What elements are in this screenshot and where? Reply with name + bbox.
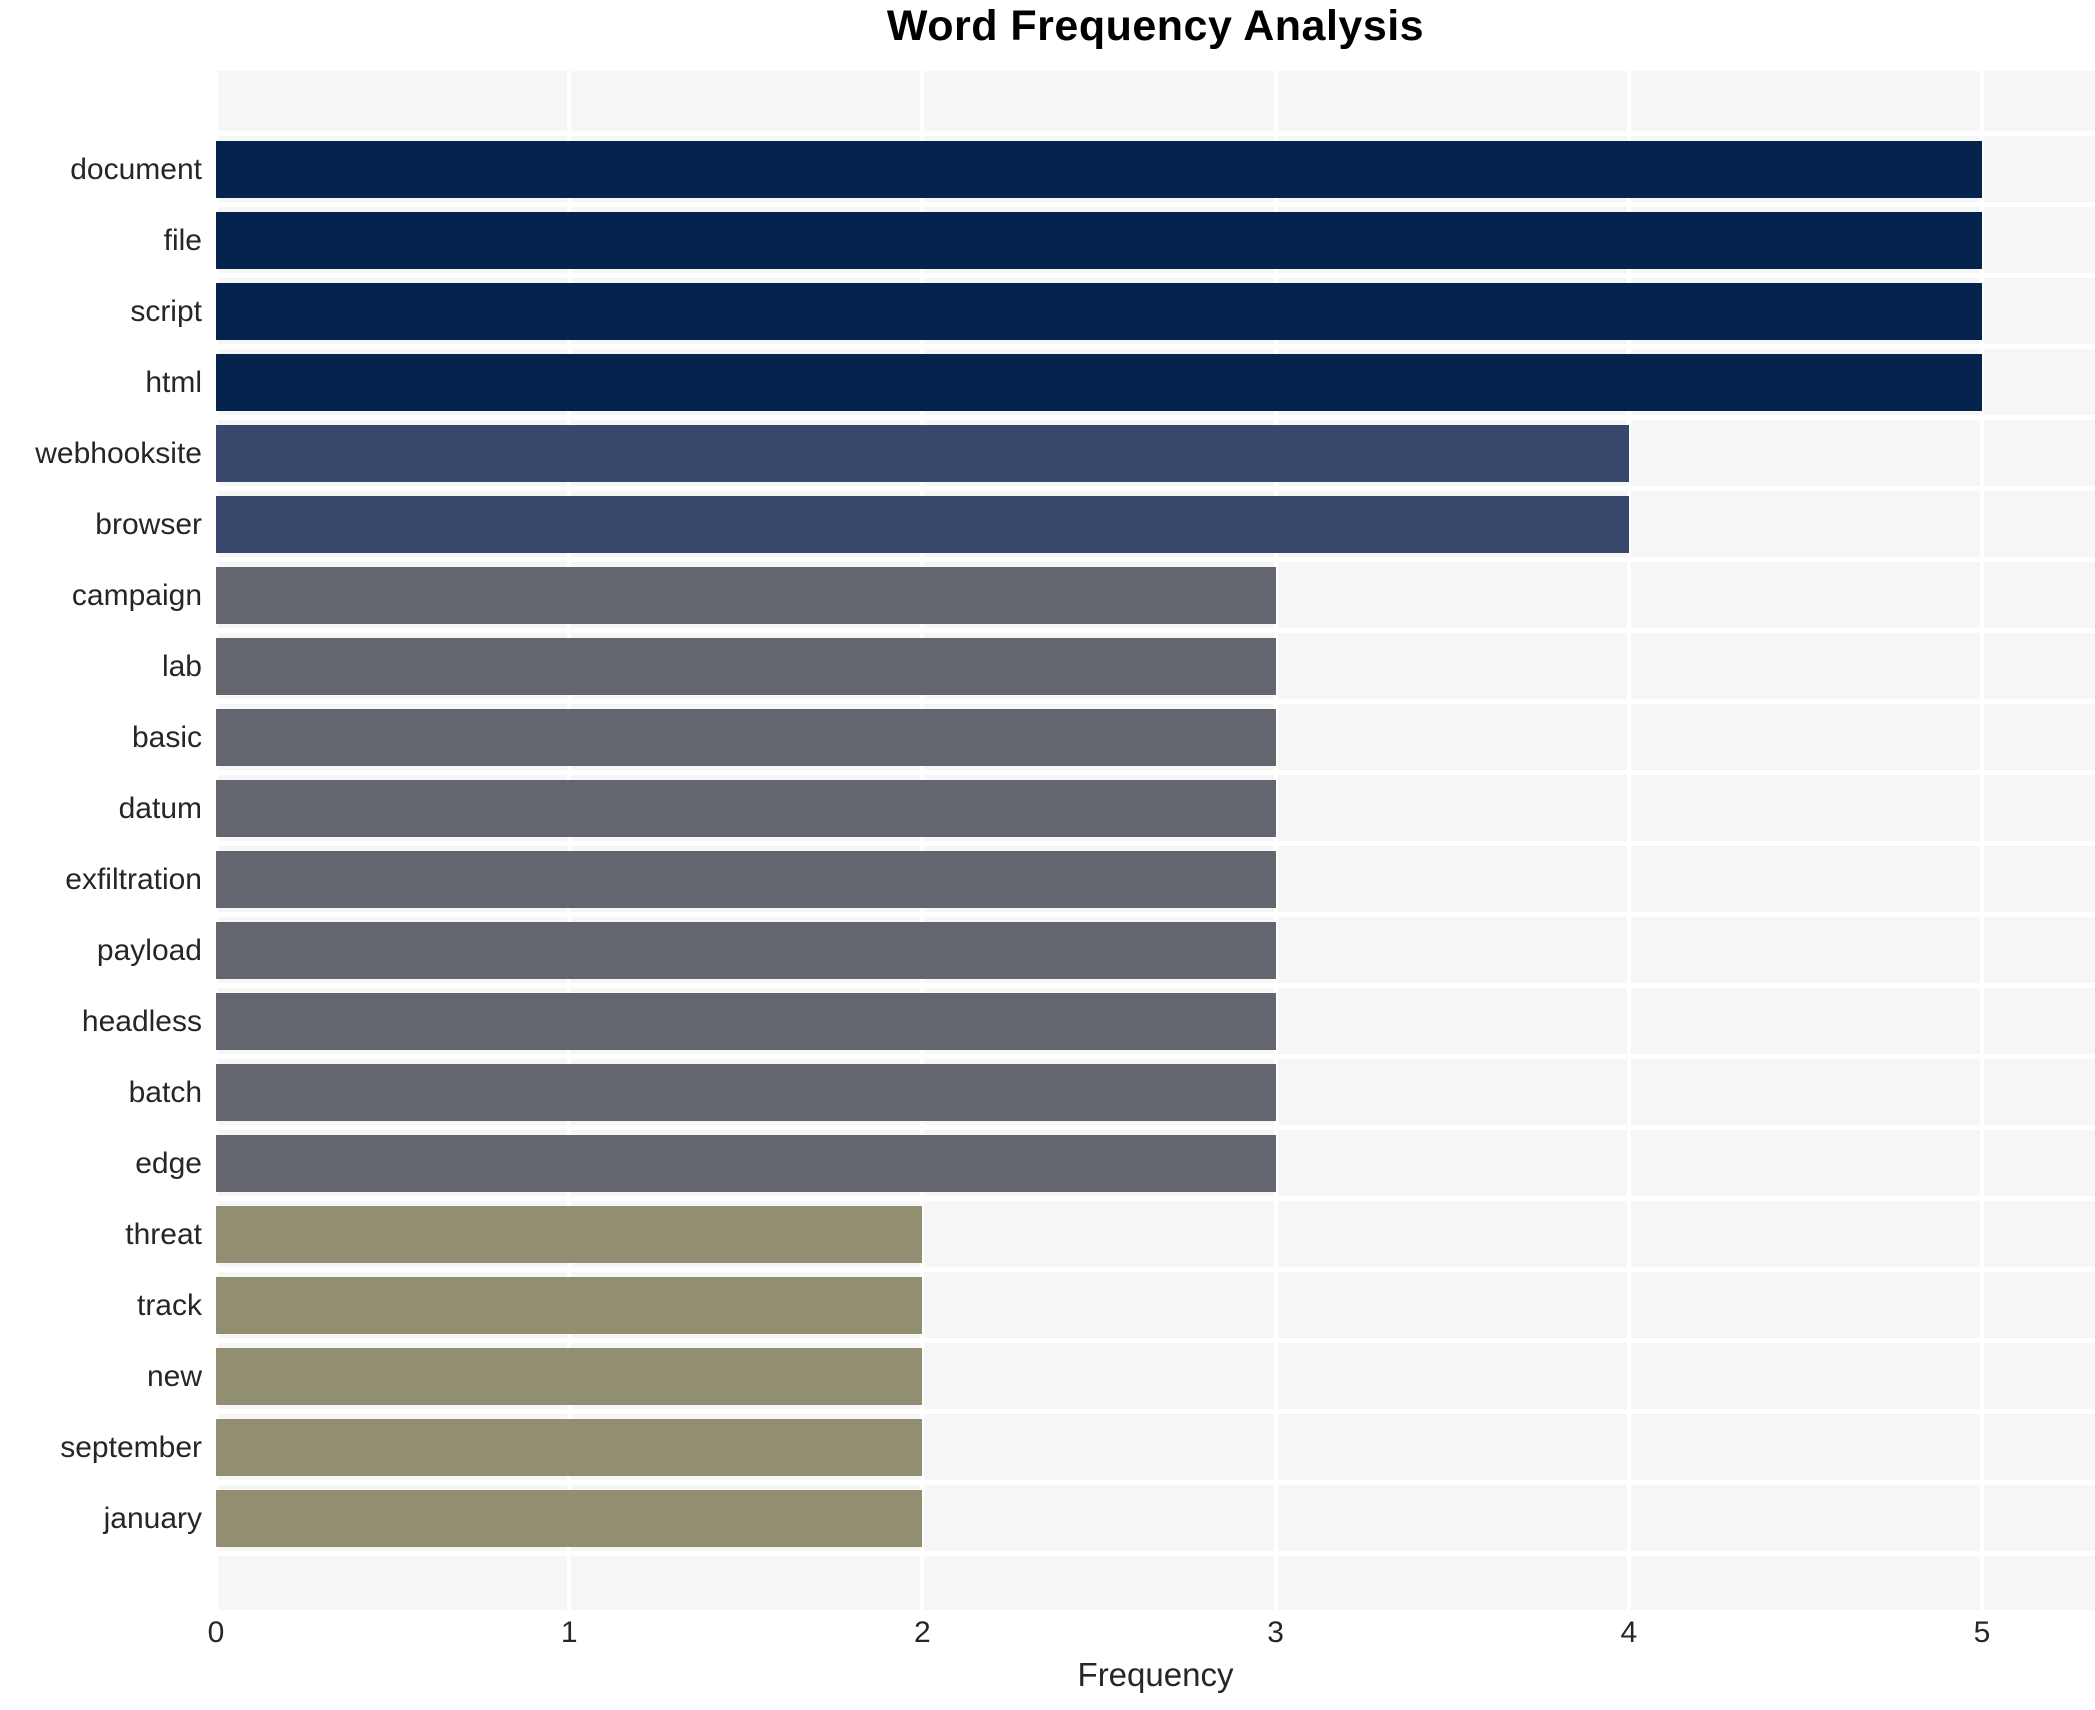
bar-track-file bbox=[216, 205, 2095, 276]
bar-track-headless bbox=[216, 986, 2095, 1057]
bar-row-january: january bbox=[0, 1483, 2095, 1554]
x-axis-label: Frequency bbox=[1077, 1656, 1234, 1693]
bar-row-track: track bbox=[0, 1270, 2095, 1341]
bar-batch bbox=[216, 1064, 1276, 1121]
category-label-campaign: campaign bbox=[71, 579, 202, 612]
bar-row-september: september bbox=[0, 1412, 2095, 1483]
bar-row-batch: batch bbox=[0, 1057, 2095, 1128]
x-tick-label-5: 5 bbox=[1973, 1616, 1991, 1649]
gridline-x-4 bbox=[1626, 71, 1631, 1610]
bar-track-january bbox=[216, 1483, 2095, 1554]
bar-row-html: html bbox=[0, 347, 2095, 418]
bar-track-new bbox=[216, 1341, 2095, 1412]
category-label-headless: headless bbox=[81, 1005, 202, 1038]
category-label-browser: browser bbox=[95, 508, 202, 541]
bar-campaign bbox=[216, 567, 1276, 624]
bar-row-browser: browser bbox=[0, 489, 2095, 560]
x-tick-label-3: 3 bbox=[1267, 1616, 1284, 1649]
bar-row-edge: edge bbox=[0, 1128, 2095, 1199]
category-label-track: track bbox=[136, 1289, 202, 1322]
bar-track-campaign bbox=[216, 560, 2095, 631]
x-tick-label-0: 0 bbox=[207, 1616, 225, 1649]
gridline-x-0 bbox=[214, 71, 218, 1610]
bar-track-lab bbox=[216, 631, 2095, 702]
bar-track-basic bbox=[216, 702, 2095, 773]
bar-row-datum: datum bbox=[0, 773, 2095, 844]
category-label-exfiltration: exfiltration bbox=[65, 863, 202, 896]
bar-row-webhooksite: webhooksite bbox=[0, 418, 2095, 489]
x-axis-ticks: 0 1 2 3 4 5 bbox=[208, 1616, 2095, 1656]
bar-new bbox=[216, 1348, 923, 1405]
bar-january bbox=[216, 1490, 923, 1547]
bar-track-september bbox=[216, 1412, 2095, 1483]
bar-track-script bbox=[216, 276, 2095, 347]
category-label-threat: threat bbox=[125, 1218, 202, 1251]
bar-row-payload: payload bbox=[0, 915, 2095, 986]
bar-row-threat: threat bbox=[0, 1199, 2095, 1270]
bar-threat bbox=[216, 1206, 923, 1263]
bar-row-basic: basic bbox=[0, 702, 2095, 773]
bar-track-html bbox=[216, 347, 2095, 418]
category-label-batch: batch bbox=[128, 1076, 202, 1109]
bar-track-document bbox=[216, 134, 2095, 205]
bar-track-browser bbox=[216, 489, 2095, 560]
bar-row-file: file bbox=[0, 205, 2095, 276]
bar-track-payload bbox=[216, 915, 2095, 986]
bar-row-new: new bbox=[0, 1341, 2095, 1412]
bar-edge bbox=[216, 1135, 1276, 1192]
bar-track bbox=[216, 1277, 923, 1334]
bar-row-headless: headless bbox=[0, 986, 2095, 1057]
bar-browser bbox=[216, 496, 1629, 553]
bar-document bbox=[216, 141, 1982, 198]
x-tick-label-1: 1 bbox=[560, 1616, 578, 1649]
category-label-file: file bbox=[163, 224, 202, 257]
bar-track-batch bbox=[216, 1057, 2095, 1128]
category-label-datum: datum bbox=[118, 792, 202, 825]
bar-payload bbox=[216, 922, 1276, 979]
bar-september bbox=[216, 1419, 923, 1476]
bar-headless bbox=[216, 993, 1276, 1050]
bar-row-script: script bbox=[0, 276, 2095, 347]
bar-row-document: document bbox=[0, 134, 2095, 205]
x-tick-label-4: 4 bbox=[1620, 1616, 1638, 1649]
category-label-basic: basic bbox=[131, 721, 202, 754]
category-label-html: html bbox=[145, 366, 202, 399]
bar-rows: document file script html webhooksite browser… bbox=[0, 134, 2095, 1554]
bar-track-webhooksite bbox=[216, 418, 2095, 489]
bar-row-campaign: campaign bbox=[0, 560, 2095, 631]
bar-script bbox=[216, 283, 1982, 340]
x-tick-label-2: 2 bbox=[914, 1616, 931, 1649]
category-label-document: document bbox=[70, 153, 202, 186]
bar-track-edge bbox=[216, 1128, 2095, 1199]
category-label-september: september bbox=[60, 1431, 202, 1464]
bar-basic bbox=[216, 709, 1276, 766]
bar-exfiltration bbox=[216, 851, 1276, 908]
gridline-x-3 bbox=[1273, 71, 1278, 1610]
gridline-x-2 bbox=[920, 71, 925, 1610]
category-label-lab: lab bbox=[161, 650, 202, 683]
bar-lab bbox=[216, 638, 1276, 695]
bar-row-exfiltration: exfiltration bbox=[0, 844, 2095, 915]
chart-title: Word Frequency Analysis bbox=[886, 2, 1425, 50]
bar-webhooksite bbox=[216, 425, 1629, 482]
gridline-x-5 bbox=[1979, 71, 1984, 1610]
category-label-webhooksite: webhooksite bbox=[35, 437, 202, 470]
bar-row-lab: lab bbox=[0, 631, 2095, 702]
category-label-january: january bbox=[103, 1502, 202, 1535]
category-label-new: new bbox=[146, 1360, 202, 1393]
bar-file bbox=[216, 212, 1982, 269]
bar-track-track bbox=[216, 1270, 2095, 1341]
bar-html bbox=[216, 354, 1982, 411]
gridline-x-1 bbox=[567, 71, 572, 1610]
category-label-edge: edge bbox=[135, 1147, 202, 1180]
bar-track-exfiltration bbox=[216, 844, 2095, 915]
bar-datum bbox=[216, 780, 1276, 837]
bar-track-threat bbox=[216, 1199, 2095, 1270]
bar-track-datum bbox=[216, 773, 2095, 844]
category-label-payload: payload bbox=[96, 934, 202, 967]
category-label-script: script bbox=[130, 295, 202, 328]
